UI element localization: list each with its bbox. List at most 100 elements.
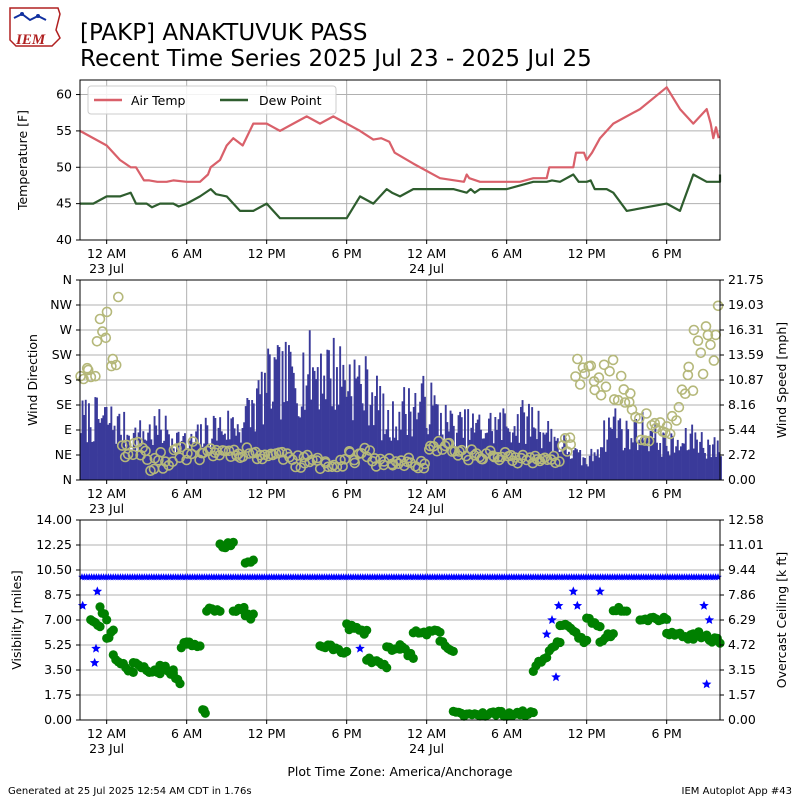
wind-speed-bar xyxy=(585,464,588,480)
wind-speed-bar xyxy=(676,439,679,480)
wind-speed-bar xyxy=(454,449,457,480)
wind-speed-bar xyxy=(323,375,326,480)
wind-speed-bar xyxy=(449,410,452,480)
wind-speed-bar xyxy=(606,439,609,480)
ceiling-marker xyxy=(595,622,605,632)
wind-direction-point xyxy=(633,413,645,424)
wind-direction-point xyxy=(683,361,695,373)
wind-direction-point xyxy=(659,427,671,439)
y2-tick-label: 1.57 xyxy=(728,687,756,702)
footer-generated: Generated at 25 Jul 2025 12:54 AM CDT in… xyxy=(8,786,252,797)
wind-speed-bar xyxy=(136,451,138,480)
ceiling-marker xyxy=(168,665,178,675)
wind-speed-bar xyxy=(625,420,628,480)
wind-speed-bar xyxy=(643,440,646,480)
visibility-marker xyxy=(699,600,709,610)
y-tick-label: 12.25 xyxy=(36,537,72,552)
wind-direction-point xyxy=(113,291,124,303)
y2-tick-label: 8.16 xyxy=(728,397,756,412)
y-tick-label: 0.00 xyxy=(44,712,72,727)
iem-logo: IEM xyxy=(9,7,61,48)
wind-speed-bar xyxy=(224,433,226,480)
wind-speed-bar xyxy=(171,438,174,480)
wind-direction-point xyxy=(641,408,652,419)
wind-speed-bar xyxy=(321,393,324,480)
ceiling-marker xyxy=(448,646,458,657)
wind-direction-point xyxy=(78,373,89,385)
x-tick-label: 6 AM xyxy=(491,726,522,741)
visibility-marker xyxy=(553,600,564,610)
wind-speed-bar xyxy=(692,448,695,480)
wind-speed-bar xyxy=(104,407,106,480)
wind-speed-bar xyxy=(376,375,378,480)
wind-speed-bar xyxy=(94,397,97,480)
y-axis-label: Wind Direction xyxy=(25,334,40,426)
wind-speed-bar xyxy=(398,411,401,480)
ceiling-marker xyxy=(435,627,445,637)
wind-direction-points xyxy=(75,291,724,477)
wind-direction-point xyxy=(708,355,720,366)
wind-direction-point xyxy=(326,461,338,473)
ceiling-marker xyxy=(408,653,418,664)
wind-direction-point xyxy=(100,332,112,344)
wind-speed-bar xyxy=(198,444,201,480)
wind-speed-bar xyxy=(441,434,444,480)
wind-speed-bar xyxy=(712,444,714,480)
wind-direction-point xyxy=(75,370,86,382)
wind-speed-bar xyxy=(163,440,166,480)
wind-speed-bar xyxy=(160,429,162,480)
wind-speed-bar xyxy=(403,387,406,480)
wind-speed-bar xyxy=(681,443,684,480)
ceiling-marker xyxy=(215,606,225,616)
wind-speed-bar xyxy=(268,354,271,480)
wind-speed-bar xyxy=(595,455,598,480)
wind-speed-bar xyxy=(636,450,639,480)
chart-title-line2: Recent Time Series 2025 Jul 23 - 2025 Ju… xyxy=(80,46,592,72)
wind-speed-bar xyxy=(347,391,350,480)
wind-speed-bar xyxy=(460,417,463,480)
wind-direction-point xyxy=(418,462,430,474)
x-tick-label: 12 AM xyxy=(407,726,446,741)
wind-direction-point xyxy=(705,339,716,351)
wind-speed-bar xyxy=(131,449,134,480)
wind-speed-bar xyxy=(654,422,657,480)
wind-speed-bar xyxy=(272,401,274,480)
x-tick-label: 6 PM xyxy=(332,246,362,261)
y2-axis-label: Overcast Ceiling [k ft] xyxy=(774,552,789,688)
y-tick-label: N xyxy=(63,472,72,487)
wind-speed-bar xyxy=(616,438,618,480)
wind-speed-bar xyxy=(521,400,524,480)
wind-direction-point xyxy=(598,359,610,371)
y-tick-label: 8.75 xyxy=(44,587,72,602)
wind-speed-bar xyxy=(126,434,129,480)
y-tick-label: 5.25 xyxy=(44,637,72,652)
wind-speed-bar xyxy=(228,439,231,480)
wind-speed-bar xyxy=(628,449,631,480)
wind-speed-bar xyxy=(339,346,342,480)
x-tick-date-label: 24 Jul xyxy=(409,501,444,516)
wind-speed-bar xyxy=(572,450,575,480)
x-tick-label: 6 PM xyxy=(332,726,362,741)
visibility-marker xyxy=(89,657,100,667)
y2-tick-label: 16.31 xyxy=(728,322,764,337)
visibility-marker xyxy=(551,672,561,682)
y2-tick-label: 7.86 xyxy=(728,587,756,602)
y-tick-label: 55 xyxy=(56,123,72,138)
wind-speed-bar xyxy=(444,404,447,480)
wind-direction-point xyxy=(619,397,631,408)
y-tick-label: E xyxy=(64,422,72,437)
wind-direction-point xyxy=(589,384,601,396)
wind-speed-bar xyxy=(192,442,194,480)
wind-speed-bar xyxy=(296,403,298,480)
wind-speed-bar xyxy=(590,448,593,480)
wind-speed-bar xyxy=(337,404,340,480)
y2-tick-label: 11.01 xyxy=(728,537,764,552)
wind-direction-point xyxy=(171,443,182,454)
wind-speed-bar xyxy=(486,432,489,480)
wind-direction-point xyxy=(155,446,166,458)
y2-tick-label: 3.15 xyxy=(728,662,756,677)
wind-direction-point xyxy=(107,353,119,365)
visibility-marker xyxy=(704,615,715,624)
wind-speed-bar xyxy=(705,458,708,480)
wind-speed-bar xyxy=(627,429,630,480)
